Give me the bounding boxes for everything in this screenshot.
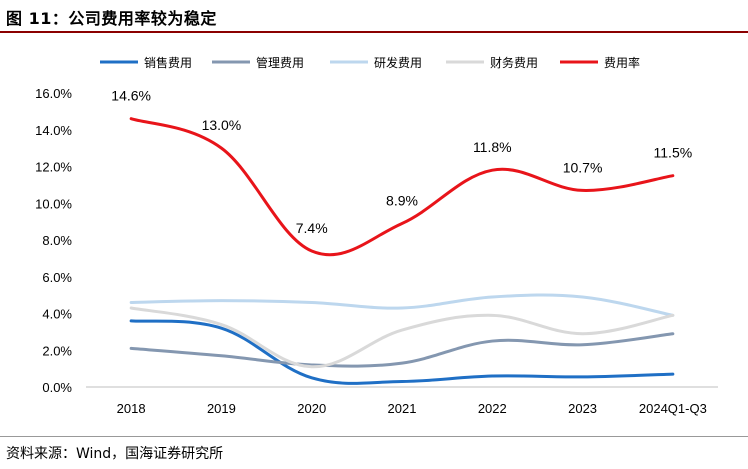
x-tick-label: 2019 xyxy=(207,401,236,416)
legend-label: 财务费用 xyxy=(490,55,538,70)
legend-label: 管理费用 xyxy=(256,55,304,70)
x-tick-label: 2018 xyxy=(117,401,146,416)
data-label: 10.7% xyxy=(563,159,603,175)
series-lines xyxy=(129,117,675,385)
x-tick-label: 2023 xyxy=(568,401,597,416)
y-tick-label: 8.0% xyxy=(42,233,72,248)
x-tick-label: 2021 xyxy=(388,401,417,416)
y-tick-label: 10.0% xyxy=(35,196,72,211)
data-label: 13.0% xyxy=(202,117,242,133)
x-tick-label: 2024Q1-Q3 xyxy=(639,401,707,416)
y-tick-label: 4.0% xyxy=(42,307,72,322)
data-label: 14.6% xyxy=(111,88,151,104)
y-axis: 0.0% 2.0% 4.0% 6.0% 8.0% 10.0% 12.0% 14.0% 16.0% xyxy=(35,86,72,395)
x-axis: 2018 2019 2020 2021 2022 2023 2024Q1-Q3 xyxy=(86,386,718,416)
legend-label: 研发费用 xyxy=(374,55,422,70)
legend-label: 费用率 xyxy=(604,55,640,70)
series-line-3 xyxy=(129,293,675,317)
y-tick-label: 12.0% xyxy=(35,160,72,175)
data-label: 7.4% xyxy=(296,220,328,236)
series-line-4 xyxy=(129,306,675,369)
x-tick-label: 2022 xyxy=(478,401,507,416)
data-label: 11.8% xyxy=(473,139,512,155)
title-rule xyxy=(0,31,748,33)
series-line-5 xyxy=(129,117,675,257)
data-label: 11.5% xyxy=(654,145,693,161)
x-tick-label: 2020 xyxy=(297,401,326,416)
footer-rule xyxy=(0,436,748,437)
y-tick-label: 14.0% xyxy=(35,123,72,138)
figure-title: 图 11：公司费用率较为稳定 xyxy=(6,9,217,28)
y-tick-label: 6.0% xyxy=(42,270,72,285)
legend-label: 销售费用 xyxy=(144,55,192,70)
series-line-2 xyxy=(129,332,675,368)
data-labels: 14.6% 13.0% 7.4% 8.9% 11.8% 10.7% 11.5% xyxy=(111,88,692,236)
legend: 销售费用 管理费用 研发费用 财务费用 费用率 xyxy=(100,55,640,70)
y-tick-label: 2.0% xyxy=(42,343,72,358)
data-label: 8.9% xyxy=(386,192,418,208)
y-tick-label: 16.0% xyxy=(35,86,72,101)
y-tick-label: 0.0% xyxy=(42,380,72,395)
source-note: 资料来源：Wind，国海证券研究所 xyxy=(6,446,224,462)
series-line-1 xyxy=(129,319,675,385)
